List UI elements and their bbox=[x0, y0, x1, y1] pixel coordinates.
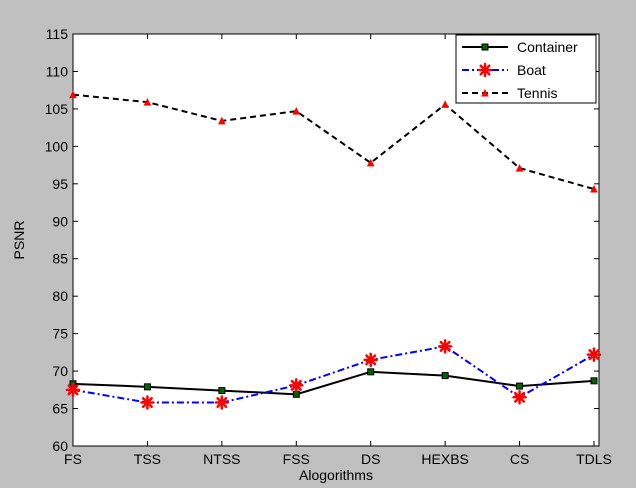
y-axis: 60 65 70 75 80 85 90 95 100 105 110 115 bbox=[45, 26, 599, 454]
x-tick-label: DS bbox=[361, 451, 380, 467]
x-tick-label: HEXBS bbox=[421, 451, 468, 467]
data-point-tennis bbox=[69, 90, 77, 99]
legend-label-tennis: Tennis bbox=[517, 85, 557, 101]
legend: Container Boat Tennis bbox=[455, 34, 597, 104]
data-point-boat bbox=[140, 395, 155, 410]
legend-marker-container bbox=[481, 43, 489, 51]
data-point-boat bbox=[65, 382, 81, 398]
data-point-boat bbox=[289, 378, 304, 393]
data-point-tennis bbox=[441, 100, 449, 108]
y-tick-label: 65 bbox=[52, 401, 68, 417]
data-point-tennis bbox=[590, 184, 598, 193]
data-point-container bbox=[367, 368, 375, 376]
data-point-boat bbox=[214, 395, 230, 410]
data-point-tennis bbox=[143, 98, 152, 106]
legend-label-container: Container bbox=[517, 39, 578, 55]
y-tick-label: 110 bbox=[46, 63, 69, 79]
x-tick-label: FSS bbox=[283, 451, 310, 467]
y-tick-label: 115 bbox=[46, 26, 69, 42]
y-tick-label: 70 bbox=[52, 363, 68, 379]
series-layer bbox=[65, 90, 602, 410]
data-point-container bbox=[143, 383, 151, 391]
legend-marker-boat bbox=[477, 62, 493, 78]
y-tick-label: 105 bbox=[45, 101, 69, 117]
y-tick-label: 75 bbox=[52, 326, 68, 342]
data-point-boat bbox=[586, 347, 602, 362]
data-point-tennis bbox=[515, 163, 524, 172]
y-tick-label: 60 bbox=[52, 438, 68, 454]
series-line-boat bbox=[72, 345, 595, 404]
data-point-tennis bbox=[292, 107, 301, 115]
x-tick-label: FS bbox=[64, 451, 82, 467]
data-point-container bbox=[516, 382, 524, 390]
x-tick-label: NTSS bbox=[203, 451, 240, 467]
data-point-boat bbox=[363, 352, 378, 368]
data-point-container bbox=[590, 377, 598, 385]
x-axis: FS TSS NTSS FSS DS HEXBS CS TDLS bbox=[64, 34, 612, 467]
legend-marker-tennis bbox=[481, 88, 489, 97]
y-tick-label: 90 bbox=[52, 213, 68, 229]
data-point-boat bbox=[437, 339, 453, 354]
x-axis-label: Alogorithms bbox=[299, 467, 373, 483]
y-tick-label: 100 bbox=[45, 138, 69, 154]
y-tick-label: 85 bbox=[52, 251, 68, 267]
data-point-tennis bbox=[366, 158, 375, 167]
data-point-tennis bbox=[218, 116, 226, 125]
x-tick-label: CS bbox=[510, 451, 529, 467]
series-line-container bbox=[72, 370, 595, 396]
legend-label-boat: Boat bbox=[517, 62, 546, 78]
series-line-tennis bbox=[72, 93, 595, 191]
data-point-container bbox=[218, 387, 226, 395]
y-axis-label: PSNR bbox=[11, 221, 27, 260]
x-tick-label: TDLS bbox=[576, 451, 612, 467]
data-point-container bbox=[441, 372, 449, 380]
data-point-boat bbox=[512, 390, 527, 405]
y-tick-label: 95 bbox=[52, 176, 68, 192]
y-tick-label: 80 bbox=[52, 288, 68, 304]
x-tick-label: TSS bbox=[134, 451, 161, 467]
